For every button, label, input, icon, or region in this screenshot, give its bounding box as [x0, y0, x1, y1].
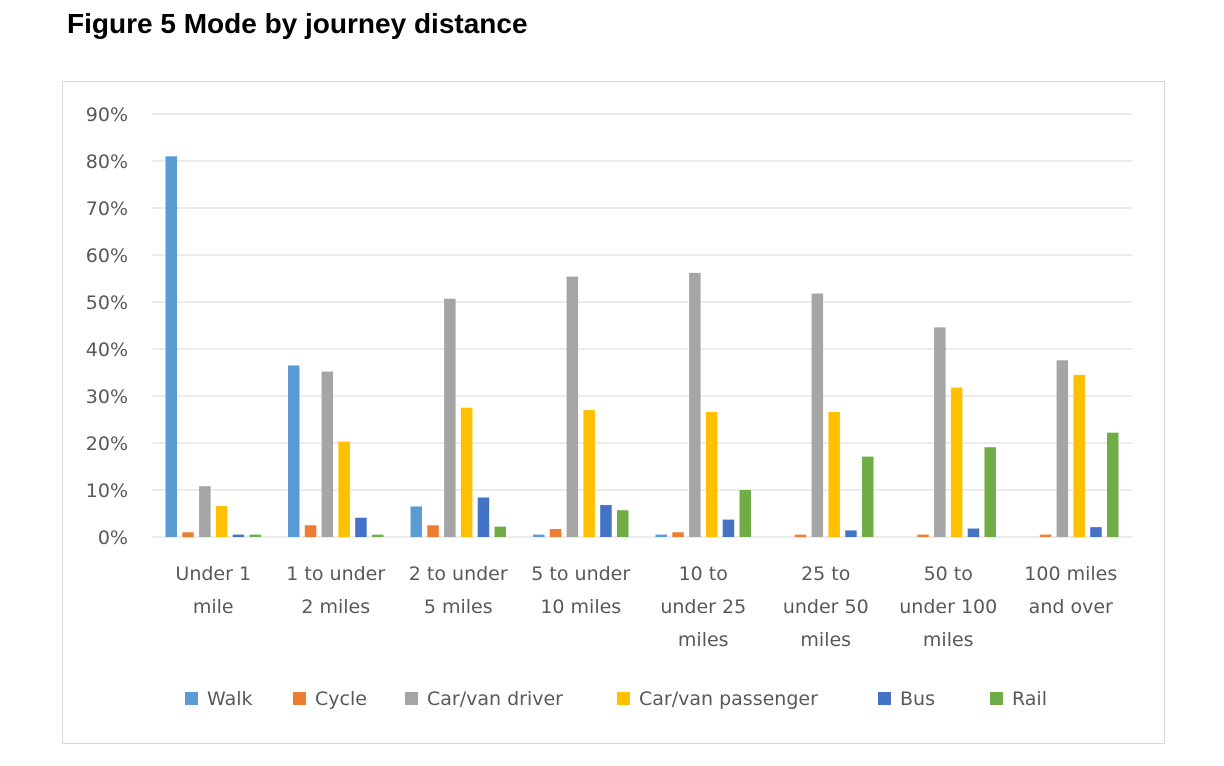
x-category-label: miles [923, 629, 974, 651]
legend-swatch [617, 692, 630, 705]
x-category-label: miles [800, 629, 851, 651]
y-tick-label: 10% [86, 480, 128, 502]
legend-swatch [185, 692, 198, 705]
bars [165, 156, 1119, 538]
y-tick-label: 20% [86, 433, 128, 455]
x-category-label: 10 miles [540, 596, 621, 618]
bar-car-van-passenger [950, 387, 963, 537]
bar-walk [165, 156, 177, 538]
bar-car-van-driver [566, 276, 579, 537]
bar-bus [722, 519, 735, 537]
x-category-label: under 100 [899, 596, 997, 618]
bar-car-van-passenger [705, 411, 718, 537]
x-category-label: under 50 [783, 596, 869, 618]
legend: Walk Cycle Car/van driver Car/van passenger… [185, 688, 1047, 710]
bar-bus [600, 505, 612, 537]
bar-bus [1090, 527, 1102, 537]
bar-car-van-driver [811, 293, 824, 537]
bar-cycle [304, 525, 317, 537]
y-tick-label: 90% [86, 104, 128, 126]
bar-bus [967, 528, 980, 537]
bar-bus [477, 497, 490, 537]
legend-label: Cycle [315, 688, 367, 710]
bar-bus [355, 517, 367, 537]
bar-bus [845, 530, 857, 537]
bar-car-van-passenger [1073, 374, 1085, 537]
legend-label: Bus [900, 688, 935, 710]
legend-swatch [878, 692, 891, 705]
x-category-label: 25 to [801, 563, 850, 585]
bar-rail [984, 447, 996, 537]
bar-car-van-passenger [460, 407, 473, 537]
figure-title: Figure 5 Mode by journey distance [67, 8, 528, 39]
bar-walk [533, 534, 545, 537]
bar-cycle [794, 534, 807, 537]
legend-label: Car/van passenger [639, 688, 818, 710]
x-category-label: and over [1029, 596, 1113, 618]
bar-rail [617, 510, 629, 537]
y-tick-label: 80% [86, 151, 128, 173]
legend-label: Rail [1012, 688, 1047, 710]
legend-label: Car/van driver [427, 688, 563, 710]
x-category-label: 5 to under [531, 563, 630, 585]
bar-car-van-driver [199, 486, 211, 537]
bar-cycle [549, 529, 562, 537]
x-category-label: Under 1 [175, 563, 251, 585]
bar-car-van-passenger [215, 505, 228, 537]
bar-rail [372, 534, 384, 537]
x-category-label: 5 miles [424, 596, 493, 618]
y-tick-label: 30% [86, 386, 128, 408]
x-category-label: under 25 [660, 596, 746, 618]
bar-bus [232, 534, 245, 537]
bar-car-van-driver [444, 298, 456, 537]
y-tick-label: 60% [86, 245, 128, 267]
x-category-label: 2 to under [409, 563, 508, 585]
chart-area [62, 81, 1165, 744]
bar-car-van-driver [934, 327, 946, 537]
x-category-label: mile [193, 596, 234, 618]
x-category-label: miles [678, 629, 729, 651]
x-axis-categories: Under 1 mile 1 to under 2 miles 2 to under 5 … [175, 563, 1117, 651]
x-category-label: 50 to [924, 563, 973, 585]
y-tick-label: 50% [86, 292, 128, 314]
bar-rail [249, 534, 261, 537]
bar-cycle [1039, 534, 1052, 537]
bar-walk [655, 534, 667, 537]
y-tick-label: 40% [86, 339, 128, 361]
bar-cycle [917, 534, 929, 537]
bar-walk [410, 506, 422, 537]
bar-car-van-passenger [338, 441, 350, 537]
bar-rail [739, 490, 751, 537]
bar-car-van-passenger [583, 410, 595, 537]
bar-car-van-driver [689, 272, 701, 537]
legend-swatch [990, 692, 1003, 705]
legend-label: Walk [207, 688, 253, 710]
x-category-label: 100 miles [1024, 563, 1117, 585]
legend-swatch [405, 692, 418, 705]
bar-rail [862, 456, 874, 537]
bar-car-van-passenger [828, 411, 840, 537]
bar-cycle [182, 532, 194, 537]
x-category-label: 1 to under [286, 563, 385, 585]
bar-car-van-driver [321, 371, 334, 537]
bar-cycle [672, 532, 684, 537]
legend-swatch [293, 692, 306, 705]
gridlines [152, 113, 1132, 538]
bar-cycle [427, 525, 439, 537]
bar-walk [288, 365, 300, 537]
bar-rail [494, 526, 506, 537]
x-category-label: 10 to [679, 563, 728, 585]
y-tick-label: 0% [98, 527, 128, 549]
y-axis-ticks: 0% 10% 20% 30% 40% 50% 60% 70% 80% 90% [86, 104, 128, 549]
x-category-label: 2 miles [301, 596, 370, 618]
y-tick-label: 70% [86, 198, 128, 220]
bar-car-van-driver [1056, 360, 1069, 537]
bar-rail [1107, 432, 1119, 537]
